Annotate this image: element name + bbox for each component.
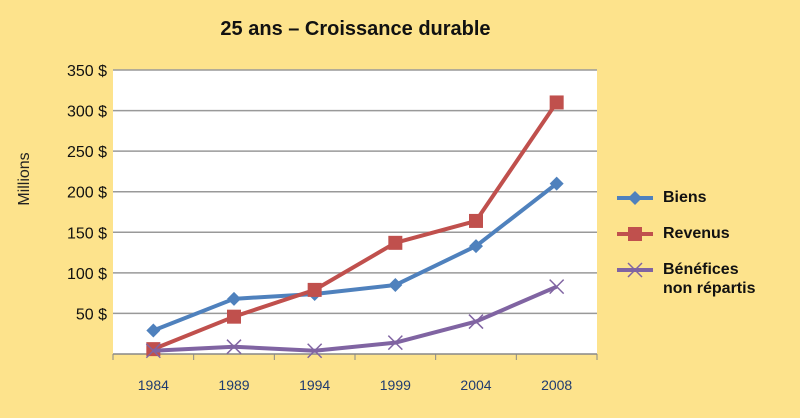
legend-item: Bénéfices non répartis [615, 260, 800, 298]
data-point [549, 176, 564, 191]
x-tick-label: 2004 [460, 377, 491, 393]
legend-swatch [617, 262, 653, 278]
legend: Biens Revenus Bénéfices non répartis [615, 188, 800, 315]
data-point [227, 309, 241, 324]
y-tick-label: 300 $ [67, 104, 107, 121]
legend-marker [627, 262, 643, 278]
data-point [307, 282, 322, 297]
legend-item: Biens [615, 188, 800, 207]
x-tick-label: 1999 [380, 377, 411, 393]
series-line-2 [153, 284, 558, 353]
legend-marker [628, 191, 642, 205]
chart-title: 25 ans – Croissance durable [220, 18, 491, 40]
series-line-1 [152, 101, 559, 351]
legend-swatch [617, 191, 653, 205]
data-point [549, 95, 564, 110]
data-point [146, 323, 161, 338]
data-point [469, 213, 483, 228]
legend-marker [628, 227, 642, 241]
data-point [388, 278, 403, 293]
x-tick-label: 1984 [138, 377, 169, 393]
data-point [307, 343, 323, 359]
legend-label: Biens [663, 189, 707, 206]
data-point [388, 235, 403, 250]
legend-swatch [617, 227, 653, 241]
y-tick-label: 150 $ [67, 225, 107, 242]
plot-area [113, 70, 597, 354]
legend-label: Revenus [663, 225, 730, 242]
y-tick-label: 350 $ [67, 63, 107, 80]
data-point [226, 339, 242, 355]
y-tick-label: 100 $ [67, 266, 107, 283]
data-point [469, 239, 483, 254]
legend-label: Bénéfices non répartis [663, 261, 756, 297]
y-tick-label: 250 $ [67, 144, 107, 161]
data-point [227, 291, 241, 306]
x-tick-label: 1989 [218, 377, 249, 393]
y-tick-label: 50 $ [76, 306, 107, 323]
data-point [549, 279, 565, 295]
data-point [145, 343, 161, 359]
x-tick-label: 1994 [299, 377, 330, 393]
x-tick-label: 2008 [541, 377, 572, 393]
y-tick-label: 200 $ [67, 185, 107, 202]
series-line-0 [152, 182, 558, 333]
data-point [387, 335, 403, 351]
data-point [468, 314, 484, 330]
legend-item: Revenus [615, 224, 800, 243]
